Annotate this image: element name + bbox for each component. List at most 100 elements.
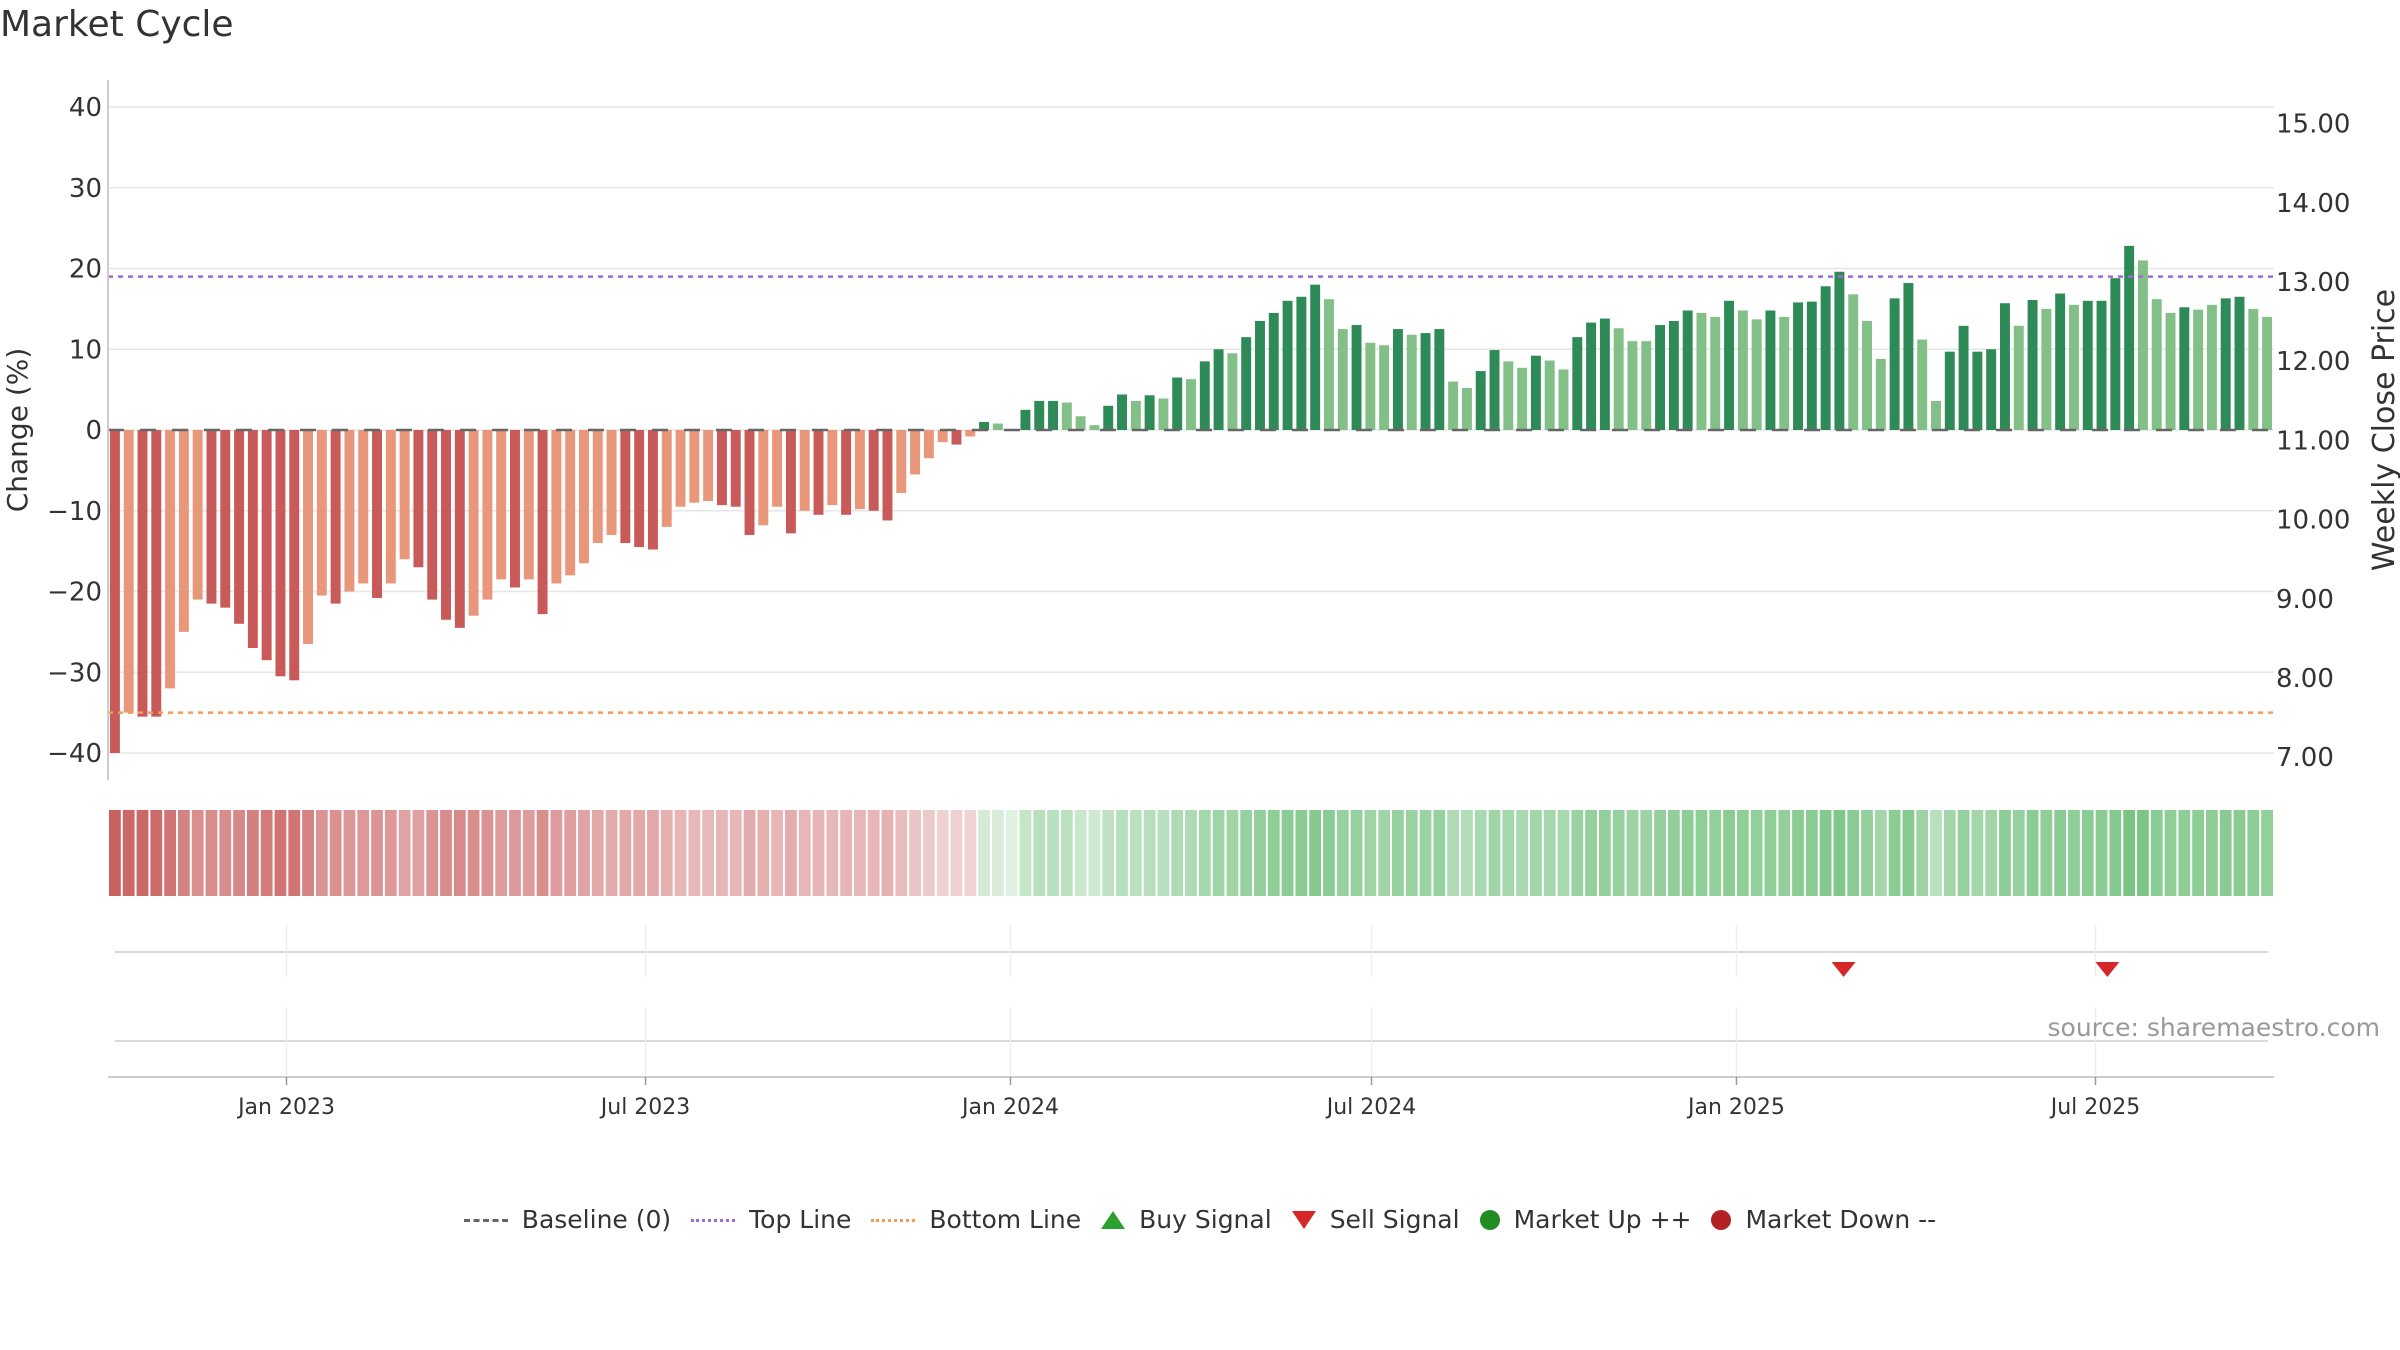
heat-cell <box>564 810 577 896</box>
bar <box>675 430 686 507</box>
heat-cell <box>1709 810 1722 896</box>
bar <box>923 430 934 459</box>
bar <box>1379 345 1390 430</box>
bar <box>1061 402 1072 430</box>
heat-cell <box>619 810 632 896</box>
heat-cell <box>936 810 949 896</box>
bar <box>1420 333 1431 430</box>
triangle-down-icon <box>1291 1210 1316 1229</box>
bar <box>2234 296 2245 430</box>
legend-item: Sell Signal <box>1291 1205 1460 1234</box>
heat-cell <box>233 810 245 896</box>
heat-cell <box>1019 810 1032 896</box>
legend-label: Buy Signal <box>1139 1205 1272 1234</box>
heat-cell <box>495 810 508 896</box>
heat-cell <box>798 810 811 896</box>
bar <box>523 430 534 580</box>
heat-cell <box>150 810 163 896</box>
legend-item: Baseline (0) <box>463 1205 671 1234</box>
heat-cell <box>329 810 342 896</box>
bar <box>1075 416 1086 430</box>
heat-cell <box>2068 810 2080 896</box>
y-axis-label: Change (%) <box>1 348 34 513</box>
legend-label: Market Up ++ <box>1513 1205 1692 1234</box>
bar <box>1944 351 1955 430</box>
heat-cell <box>1129 810 1142 896</box>
bar <box>937 430 948 443</box>
bar <box>2027 299 2038 430</box>
bar <box>192 430 203 600</box>
heat-cell <box>1005 810 1018 896</box>
heat-cell <box>1447 810 1460 896</box>
heat-cell <box>1047 810 1059 896</box>
heat-cell <box>1626 810 1639 896</box>
grid-layer <box>108 106 2274 754</box>
legend-label: Sell Signal <box>1329 1205 1460 1234</box>
bar <box>468 430 479 616</box>
heat-cell <box>1378 810 1391 896</box>
bar <box>965 430 976 437</box>
bar <box>1227 353 1238 430</box>
heat-cell <box>729 810 742 896</box>
heat-cell <box>205 810 218 896</box>
bar <box>1117 394 1127 430</box>
heat-cell <box>1364 810 1377 896</box>
heat-cell <box>771 810 784 896</box>
heat-cell <box>716 810 728 896</box>
bar <box>951 430 962 445</box>
bar <box>1461 388 1472 430</box>
bar <box>1020 409 1031 430</box>
bar <box>1351 325 1362 430</box>
bar <box>1834 271 1845 430</box>
heat-cell <box>1902 810 1915 896</box>
bar <box>1268 312 1279 430</box>
bar <box>1751 319 1762 430</box>
legend-label: Bottom Line <box>929 1205 1082 1234</box>
bar <box>1530 355 1541 430</box>
heat-cell <box>412 810 425 896</box>
x-tick-label: Jan 2023 <box>236 1095 335 1120</box>
bar <box>1848 294 1859 430</box>
bar <box>2262 316 2273 430</box>
heat-cell <box>757 810 770 896</box>
bar <box>151 430 162 717</box>
bar <box>372 430 382 598</box>
bar <box>510 430 520 588</box>
bar <box>1875 358 1886 430</box>
bar <box>427 430 438 600</box>
bar <box>1034 400 1045 430</box>
bar <box>1958 325 1969 430</box>
bar <box>1144 395 1155 430</box>
heat-cell <box>1874 810 1887 896</box>
heat-cell <box>1226 810 1239 896</box>
bar <box>992 423 1003 430</box>
x-tick-label: Jul 2023 <box>599 1095 691 1120</box>
heat-cell <box>343 810 356 896</box>
y-tick-label: 40 <box>69 93 102 123</box>
heat-cell <box>219 810 232 896</box>
heat-cell <box>578 810 590 896</box>
bar <box>234 430 245 624</box>
bar <box>1682 310 1693 430</box>
bar <box>744 430 755 535</box>
axes: 40 30 20 10 0 −10 −20 −30 −40 15.00 14.00 13.00 12.0… <box>47 80 2350 1120</box>
heat-cell <box>302 810 314 896</box>
heat-cell <box>2206 810 2218 896</box>
heat-cell <box>605 810 618 896</box>
heat-cell <box>1254 810 1266 896</box>
x-tick-label: Jul 2025 <box>2049 1095 2141 1120</box>
bar <box>1199 361 1210 430</box>
heat-cell <box>1916 810 1929 896</box>
heat-cell <box>1612 810 1625 896</box>
market-cycle-chart: 40 30 20 10 0 −10 −20 −30 −40 15.00 14.00 13.00 12.0… <box>1 80 2400 1120</box>
legend-item: Buy Signal <box>1101 1205 1272 1234</box>
heat-cell <box>1888 810 1901 896</box>
bar <box>785 430 796 534</box>
bar <box>799 430 810 511</box>
heat-cell <box>2247 810 2260 896</box>
bar <box>1434 329 1445 430</box>
bar <box>2068 304 2079 430</box>
bar <box>178 430 189 632</box>
heat-cell <box>509 810 521 896</box>
heat-cell <box>1295 810 1308 896</box>
